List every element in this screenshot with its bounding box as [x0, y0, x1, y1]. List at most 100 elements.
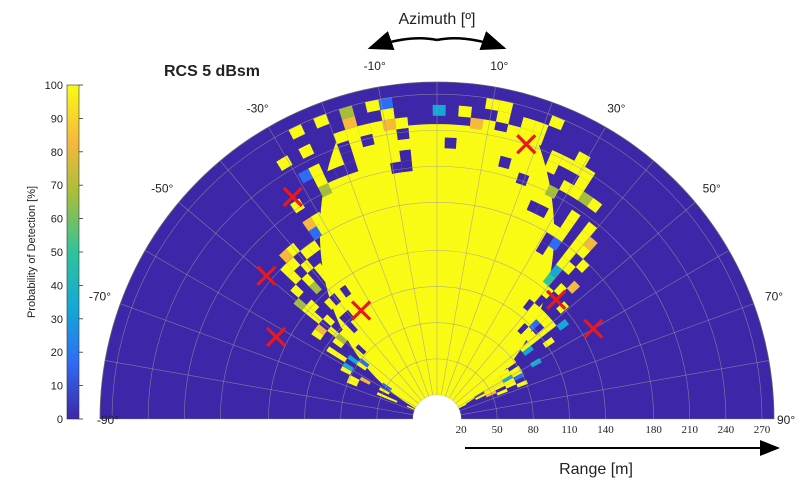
- detection-cell-46: [272, 210, 288, 226]
- azimuth-spoke: [460, 360, 769, 416]
- detection-cell-57: [318, 183, 333, 198]
- target-marker-0: [266, 326, 287, 348]
- detection-cell-75: [365, 99, 381, 113]
- azimuth-spoke: [378, 87, 434, 396]
- azimuth-spoke: [120, 303, 415, 412]
- detection-cell-147: [535, 327, 548, 339]
- detection-cell-98: [532, 120, 549, 136]
- detection-cell-8: [340, 366, 352, 376]
- detection-cell-14: [347, 354, 359, 365]
- detection-cell-41: [300, 259, 314, 274]
- detection-cell-51: [290, 198, 305, 214]
- detection-cell-108: [574, 151, 591, 167]
- range-tick-label: 80: [528, 424, 540, 436]
- detection-cell-45: [300, 245, 314, 260]
- detection-cell-97: [529, 131, 545, 146]
- azimuth-spoke: [321, 102, 430, 397]
- detection-cell-173: [496, 388, 508, 396]
- detection-cell-80: [400, 160, 413, 173]
- azimuth-label: Azimuth [º]: [399, 11, 476, 28]
- detection-cell-116: [554, 227, 569, 242]
- range-tick-label: 20: [456, 424, 468, 436]
- colorbar-tick-label: 60: [51, 214, 63, 226]
- target-marker-3: [350, 300, 372, 321]
- colorbar-tick-label: 10: [51, 381, 63, 393]
- detection-cell-49: [308, 226, 323, 241]
- detection-cell-47: [339, 284, 352, 298]
- detection-cell-140: [536, 311, 549, 324]
- detection-cell-92: [498, 155, 512, 170]
- detection-cell-43: [320, 271, 334, 285]
- detection-cell-13: [356, 361, 368, 371]
- detection-cell-171: [485, 390, 497, 398]
- detection-cell-112: [568, 185, 584, 201]
- detection-cell-34: [324, 297, 337, 310]
- detection-cell-132: [576, 244, 591, 260]
- detection-cell-29: [290, 284, 304, 298]
- detection-cell-167: [484, 388, 496, 396]
- range-tick-label: 50: [492, 424, 504, 436]
- azimuth-spoke: [455, 202, 696, 404]
- polar-plot: [99, 81, 775, 420]
- range-tick-label: 140: [597, 424, 614, 436]
- detection-cell-121: [522, 298, 535, 312]
- detection-cell-35: [309, 281, 322, 295]
- detection-cell-131: [562, 261, 576, 276]
- azimuth-tick-label: -30°: [247, 101, 269, 115]
- range-tick-label: 240: [718, 424, 735, 436]
- azimuth-tick-label: 10°: [490, 59, 508, 73]
- target-marker-5: [546, 289, 567, 310]
- detection-cell-152: [489, 374, 501, 384]
- detection-cell-72: [360, 133, 375, 148]
- detection-cell-69: [345, 126, 361, 141]
- detection-cell-118: [566, 209, 581, 225]
- detection-cell-113: [574, 176, 590, 192]
- detection-cell-85: [444, 137, 457, 149]
- detection-cell-87: [469, 117, 484, 130]
- detection-cell-148: [544, 320, 557, 333]
- detection-cell-109: [535, 241, 549, 256]
- detection-cell-59: [308, 163, 324, 179]
- azimuth-spoke: [440, 87, 496, 396]
- detection-cell-91: [498, 100, 514, 114]
- detection-cell-71: [338, 105, 355, 120]
- chart-title: RCS 5 dBsm: [164, 63, 260, 80]
- azimuth-spoke: [452, 160, 654, 401]
- detection-cell-53: [310, 211, 325, 227]
- azimuth-spoke: [144, 250, 417, 408]
- detection-cell-93: [505, 124, 521, 138]
- detection-cell-123: [549, 264, 563, 278]
- detection-cell-170: [513, 372, 525, 382]
- detection-cell-158: [509, 365, 521, 375]
- detection-cell-10: [381, 382, 393, 391]
- azimuth-tick-label: -10°: [364, 59, 386, 73]
- detection-cell-122: [542, 273, 556, 287]
- detection-cell-127: [575, 230, 591, 245]
- azimuth-tick-label: -90°: [97, 413, 119, 427]
- target-marker-1: [256, 265, 277, 287]
- azimuth-tick-label: 90°: [777, 413, 795, 427]
- detection-cell-25: [339, 329, 351, 341]
- detection-cell-145: [519, 341, 531, 353]
- detection-cell-30: [287, 270, 302, 285]
- detection-cell-67: [336, 140, 352, 155]
- detection-cell-103: [535, 204, 549, 219]
- detection-cell-106: [559, 179, 575, 195]
- azimuth-tick-label: 70°: [765, 289, 783, 303]
- detection-cell-82: [396, 127, 410, 141]
- colorbar-tick-label: 30: [51, 314, 63, 326]
- detection-cell-157: [500, 371, 512, 381]
- azimuth-tick-labels: -90° -70° -50° -30° -10° 10° 30° 50° 70° 90°: [89, 59, 795, 427]
- detection-cell-15: [311, 329, 324, 341]
- detection-cell-4: [346, 378, 359, 387]
- detection-cell-37: [286, 256, 301, 271]
- colorbar-ticks: 0 10 20 30 40 50 60 70 80 90 100: [45, 80, 83, 426]
- azimuth-spoke: [178, 202, 419, 404]
- colorbar-tick-label: 90: [51, 113, 63, 125]
- detection-cell-66: [340, 150, 356, 165]
- detection-cell-74: [369, 120, 385, 134]
- detection-cell-17: [332, 337, 345, 349]
- detection-cell-50: [302, 216, 317, 232]
- detection-cell-48: [307, 240, 321, 255]
- detection-cell-150: [522, 345, 534, 356]
